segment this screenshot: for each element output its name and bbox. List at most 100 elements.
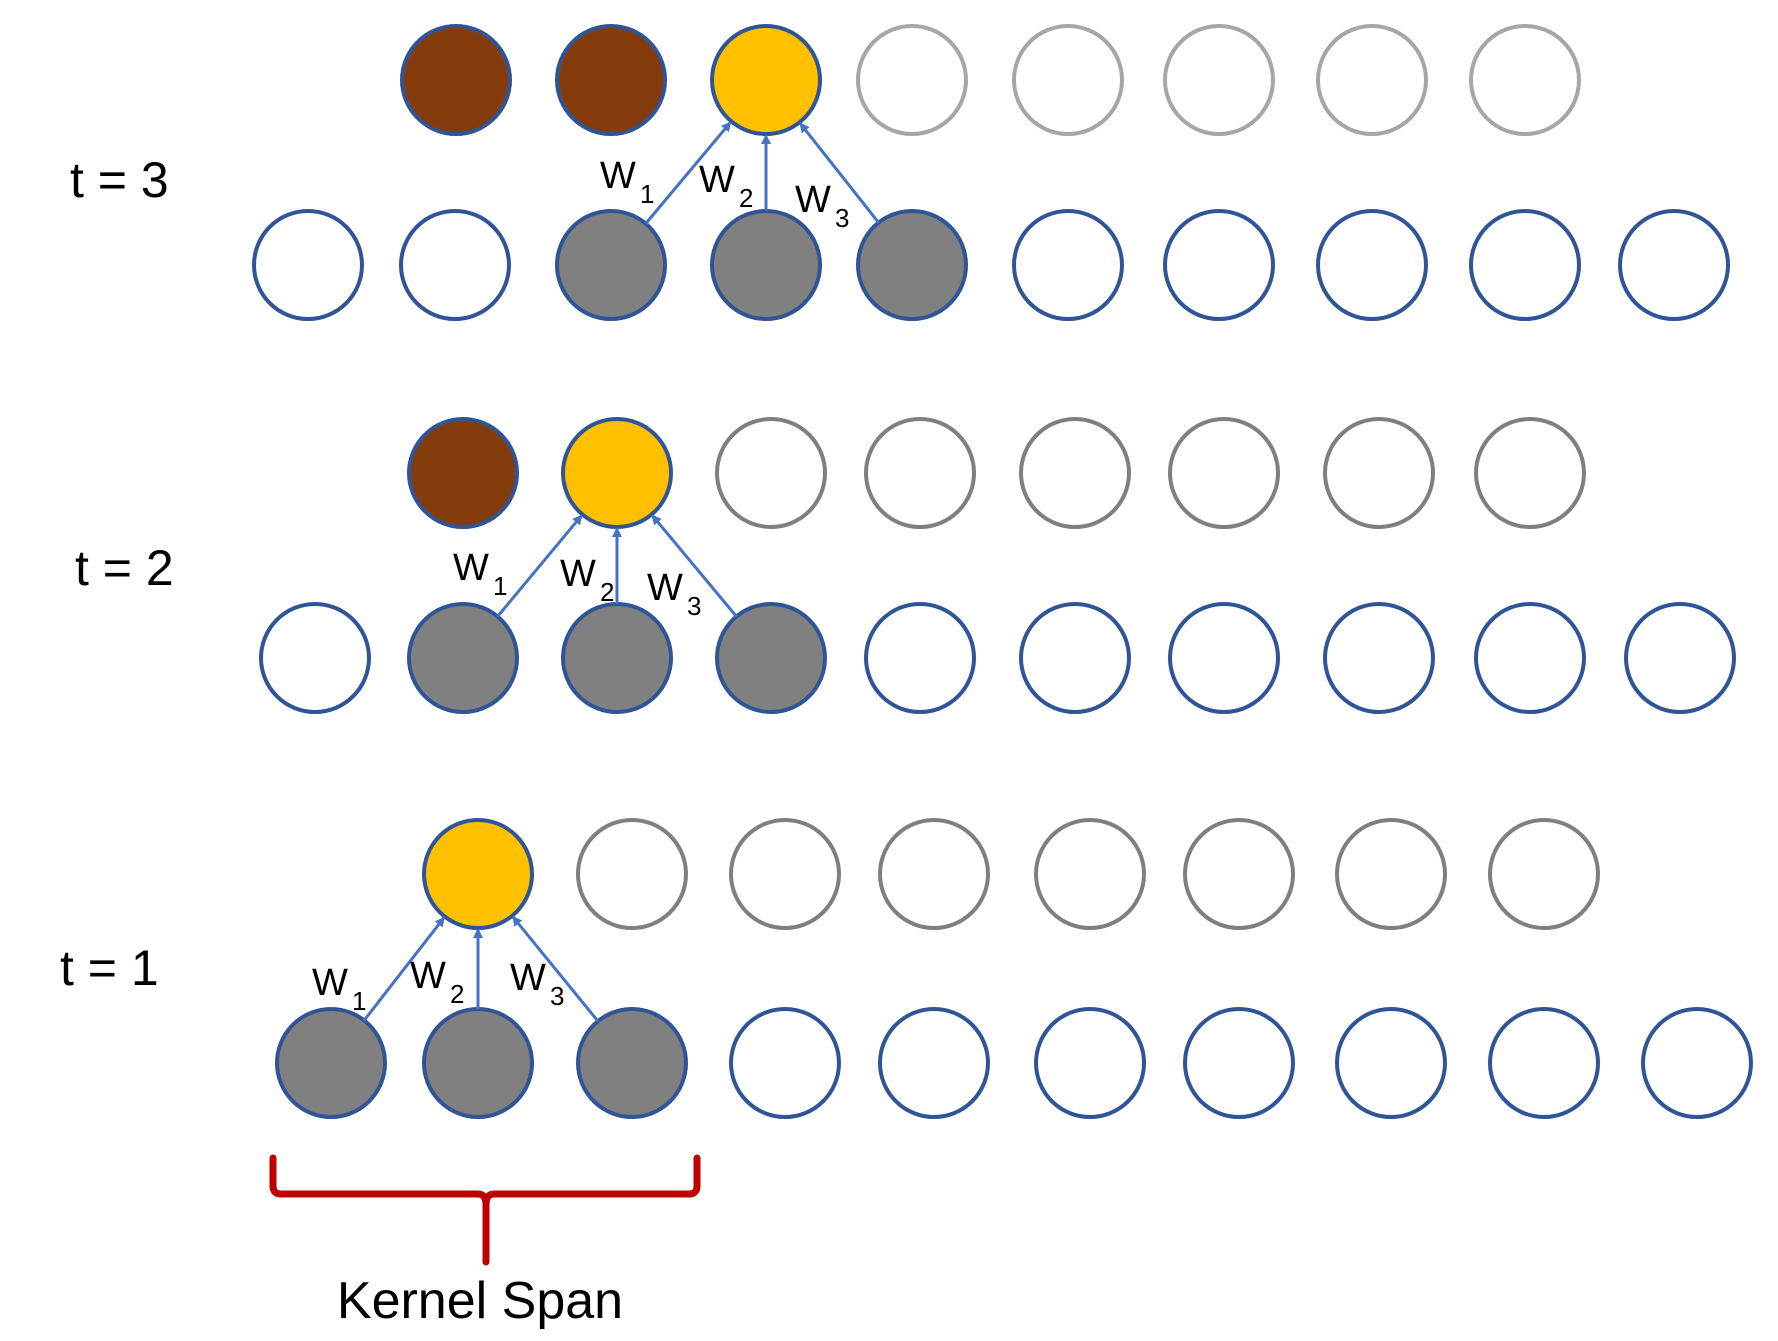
output-node-pending: [1168, 417, 1280, 529]
svg-text:W: W: [453, 547, 489, 589]
weight-label-w3-t1: W 3: [510, 957, 564, 1011]
weight-edge-3: [799, 122, 880, 224]
input-node-in-kernel: [710, 209, 822, 321]
output-node-computed: [555, 24, 667, 136]
output-node-pending: [1335, 818, 1447, 930]
output-node-pending: [1316, 24, 1428, 136]
step-label-t2: t = 2: [75, 540, 174, 596]
output-node-pending: [1163, 24, 1275, 136]
weight-edge-3: [651, 514, 738, 618]
svg-text:W: W: [410, 955, 446, 997]
svg-text:W: W: [312, 962, 348, 1004]
output-row-t2: [407, 417, 1586, 529]
output-row-t3: [400, 24, 1581, 136]
kernel-connections-t2: [496, 514, 738, 618]
input-node-idle: [399, 209, 511, 321]
input-node-idle: [1183, 1007, 1295, 1119]
output-node-pending: [878, 818, 990, 930]
input-node-in-kernel: [275, 1007, 387, 1119]
output-node-pending: [864, 417, 976, 529]
output-node-pending: [856, 24, 968, 136]
svg-text:2: 2: [739, 183, 753, 213]
kernel-connections-t1: [362, 915, 600, 1023]
input-node-in-kernel: [576, 1007, 688, 1119]
input-node-idle: [252, 209, 364, 321]
weight-edge-1: [496, 514, 583, 618]
svg-text:W: W: [600, 155, 636, 197]
input-node-idle: [1012, 209, 1124, 321]
input-node-idle: [729, 1007, 841, 1119]
svg-text:3: 3: [835, 203, 849, 233]
output-row-t1: [422, 818, 1600, 930]
input-node-in-kernel: [407, 602, 519, 714]
svg-text:W: W: [647, 567, 683, 609]
svg-text:W: W: [560, 553, 596, 595]
weight-label-w3-t3: W 3: [795, 179, 849, 233]
input-node-in-kernel: [561, 602, 673, 714]
input-node-idle: [878, 1007, 990, 1119]
svg-text:1: 1: [493, 571, 507, 601]
svg-text:W: W: [699, 159, 735, 201]
weight-edge-3: [512, 915, 600, 1023]
input-node-idle: [1335, 1007, 1447, 1119]
input-node-idle: [1019, 602, 1131, 714]
input-node-idle: [1168, 602, 1280, 714]
weight-label-w2-t1: W 2: [410, 955, 464, 1009]
output-node-pending: [1183, 818, 1295, 930]
weight-label-w2-t3: W 2: [699, 159, 753, 213]
output-node-pending: [576, 818, 688, 930]
input-node-in-kernel: [856, 209, 968, 321]
input-node-idle: [1624, 602, 1736, 714]
weight-label-w1-t2: W 1: [453, 547, 507, 601]
svg-text:1: 1: [640, 179, 654, 209]
svg-text:1: 1: [352, 986, 366, 1016]
output-node-pending: [1469, 24, 1581, 136]
weight-label-w1-t1: W 1: [312, 962, 366, 1016]
input-node-in-kernel: [422, 1007, 534, 1119]
input-node-in-kernel: [555, 209, 667, 321]
input-node-idle: [864, 602, 976, 714]
output-node-current: [561, 417, 673, 529]
input-node-idle: [1618, 209, 1730, 321]
output-node-pending: [1323, 417, 1435, 529]
input-row-t2: [259, 602, 1736, 714]
svg-text:2: 2: [600, 577, 614, 607]
weight-edge-1: [362, 916, 445, 1022]
input-node-idle: [1641, 1007, 1753, 1119]
input-node-idle: [259, 602, 371, 714]
input-node-idle: [1469, 209, 1581, 321]
kernel-connections-t3: [644, 121, 880, 225]
output-node-computed: [407, 417, 519, 529]
step-label-t1: t = 1: [60, 940, 159, 996]
input-row-t3: [252, 209, 1730, 321]
output-node-pending: [715, 417, 827, 529]
weight-label-w2-t2: W 2: [560, 553, 614, 607]
step-label-t3: t = 3: [70, 152, 169, 208]
input-node-in-kernel: [715, 602, 827, 714]
weight-label-w3-t2: W 3: [647, 567, 701, 621]
input-row-t1: [275, 1007, 1753, 1119]
kernel-span-label: Kernel Span: [337, 1272, 623, 1330]
output-node-current: [422, 818, 534, 930]
svg-text:3: 3: [687, 591, 701, 621]
curly-brace-icon: [269, 1154, 701, 1266]
output-node-pending: [1488, 818, 1600, 930]
output-node-pending: [1012, 24, 1124, 136]
output-node-current: [710, 24, 822, 136]
weight-edge-1: [644, 121, 732, 225]
output-node-pending: [1019, 417, 1131, 529]
output-node-pending: [729, 818, 841, 930]
input-node-idle: [1474, 602, 1586, 714]
input-node-idle: [1323, 602, 1435, 714]
input-node-idle: [1163, 209, 1275, 321]
output-node-pending: [1034, 818, 1146, 930]
svg-text:W: W: [795, 179, 831, 221]
input-node-idle: [1034, 1007, 1146, 1119]
output-node-computed: [400, 24, 512, 136]
svg-text:3: 3: [550, 981, 564, 1011]
svg-text:W: W: [510, 957, 546, 999]
input-node-idle: [1488, 1007, 1600, 1119]
input-node-idle: [1316, 209, 1428, 321]
weight-label-w1-t3: W 1: [600, 155, 654, 209]
